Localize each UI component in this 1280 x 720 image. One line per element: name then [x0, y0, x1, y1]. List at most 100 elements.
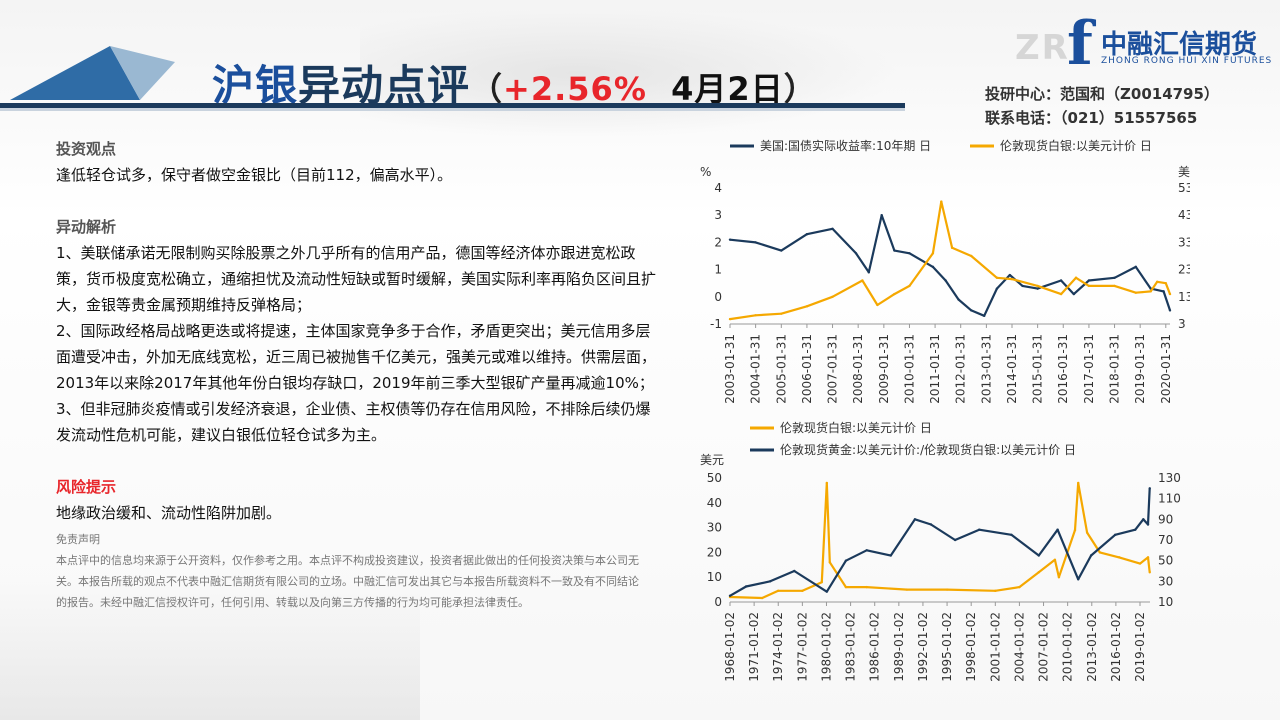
y-left-tick-0--1: -1: [710, 317, 722, 331]
analysis-point-2: 2、国际政经格局战略更迭或将提速，主体国家竞争多于合作，矛盾更突出；美元信用多层…: [56, 322, 657, 392]
y-left-tick-1-0: 0: [714, 595, 722, 609]
data-point-0-1-4: [831, 295, 834, 298]
data-point-1-0-1: [760, 596, 764, 600]
data-point-1-1-19: [1142, 518, 1145, 521]
y-right-tick-1-10: 10: [1158, 595, 1173, 609]
y-left-unit-0: %: [700, 165, 711, 179]
data-point-1-0-20: [1118, 556, 1121, 559]
data-point-0-1-19: [1113, 284, 1116, 288]
data-point-1-0-7: [844, 585, 848, 589]
x-tick-label-1-1989-01-02: 1989-01-02: [892, 612, 906, 682]
x-tick-label-1-1971-01-02: 1971-01-02: [747, 612, 761, 682]
x-tick-label-1-1992-01-02: 1992-01-02: [916, 612, 930, 682]
data-point-0-0-14: [983, 314, 986, 318]
title-topic: 异动点评: [298, 61, 471, 110]
x-tick-label-0-2010-01-31: 2010-01-31: [902, 334, 916, 404]
data-point-1-0-13: [1037, 571, 1041, 574]
y-left-tick-0-2: 2: [714, 235, 722, 249]
data-point-0-1-6: [876, 303, 879, 307]
data-point-1-0-19: [1098, 551, 1102, 554]
data-point-0-1-8: [908, 284, 911, 288]
world-map-watermark: [360, 8, 900, 138]
data-point-0-0-9: [908, 252, 911, 255]
data-point-1-0-9: [905, 588, 909, 591]
y-left-tick-1-30: 30: [707, 521, 722, 535]
y-left-tick-1-20: 20: [707, 545, 722, 559]
data-point-0-0-11: [944, 279, 947, 282]
logo-company-name-en: ZHONG RONG HUI XIN FUTURES: [1101, 56, 1273, 66]
x-tick-label-1-1986-01-02: 1986-01-02: [868, 612, 882, 682]
data-point-1-1-11: [978, 528, 981, 531]
x-tick-label-0-2016-01-31: 2016-01-31: [1056, 334, 1070, 404]
y-right-tick-0-33: 33: [1178, 235, 1190, 249]
data-point-1-1-12: [1010, 533, 1013, 537]
data-point-1-0-6: [828, 561, 832, 564]
data-point-1-0-11: [994, 589, 997, 593]
data-point-1-1-15: [1077, 578, 1080, 581]
data-point-0-0-13: [970, 309, 973, 312]
x-tick-label-0-2015-01-31: 2015-01-31: [1031, 334, 1045, 404]
data-point-1-0-8: [865, 585, 868, 589]
y-left-tick-1-40: 40: [707, 496, 722, 510]
phone-contact: 联系电话：（021）51557565: [985, 109, 1198, 127]
data-point-1-0-16: [1073, 528, 1077, 532]
analysis-heading: 异动解析: [56, 218, 117, 236]
data-point-0-0-2: [780, 249, 783, 252]
x-tick-label-1-2016-01-02: 2016-01-02: [1109, 612, 1123, 682]
data-point-0-1-16: [1059, 292, 1063, 296]
x-tick-label-0-2008-01-31: 2008-01-31: [851, 334, 865, 404]
x-tick-label-0-2020-01-31: 2020-01-31: [1159, 334, 1173, 404]
series-line-1-0: [729, 481, 1151, 600]
page-title: 沪银异动点评（+2.56% 4月2日）: [212, 52, 817, 113]
data-point-0-1-13: [995, 276, 999, 279]
disclaimer-heading: 免责声明: [56, 533, 100, 546]
logo-company-name: 中融汇信期货: [1101, 30, 1258, 60]
header-divider: [0, 103, 905, 108]
data-point-1-1-16: [1089, 554, 1093, 557]
x-tick-label-1-1983-01-02: 1983-01-02: [844, 612, 858, 682]
title-paren-open: （: [470, 70, 504, 108]
y-right-tick-1-70: 70: [1158, 533, 1173, 547]
analysis-point-1: 1、美联储承诺无限制购买除股票之外几乎所有的信用产品，德国等经济体亦跟进宽松政策…: [56, 244, 657, 314]
data-point-1-1-14: [1056, 528, 1059, 531]
data-point-1-0-4: [820, 580, 823, 584]
x-tick-label-0-2004-01-31: 2004-01-31: [749, 334, 763, 404]
view-heading: 投资观点: [56, 140, 117, 158]
triangle-dark: [10, 46, 140, 100]
title-paren-close: ）: [783, 70, 817, 108]
data-point-0-1-0: [728, 317, 732, 321]
title-date: 4月2日: [647, 70, 784, 108]
data-point-0-1-15: [1036, 284, 1039, 288]
x-tick-label-0-2013-01-31: 2013-01-31: [979, 334, 993, 404]
data-point-1-0-10: [945, 588, 949, 591]
x-tick-label-0-2006-01-31: 2006-01-31: [800, 334, 814, 404]
data-point-0-0-5: [854, 252, 858, 255]
x-tick-label-1-1995-01-02: 1995-01-02: [940, 612, 954, 682]
y-left-tick-0-4: 4: [714, 181, 722, 195]
y-right-tick-1-130: 130: [1158, 471, 1181, 485]
data-point-1-1-20: [1146, 523, 1150, 526]
contact-block: 投研中心：范国和（Z0014795） 联系电话：（021）51557565: [985, 82, 1219, 130]
x-tick-label-1-2004-01-02: 2004-01-02: [1012, 612, 1026, 682]
city-skyline-watermark: [0, 580, 420, 720]
triangle-light: [110, 46, 175, 100]
data-point-0-0-10: [931, 265, 935, 269]
y-left-tick-0-3: 3: [714, 208, 722, 222]
y-left-unit-1: 美元: [700, 453, 724, 467]
y-right-tick-1-50: 50: [1158, 554, 1173, 568]
legend-label-0-1: 伦敦现货白银:以美元计价 日: [1000, 138, 1152, 153]
data-point-0-1-3: [805, 305, 809, 308]
y-left-tick-1-10: 10: [707, 570, 722, 584]
commentary-panel: 投资观点 逢低轻仓试多，保守者做空金银比（目前112，偏高水平）。 异动解析 1…: [56, 136, 656, 613]
x-tick-label-0-2009-01-31: 2009-01-31: [877, 334, 891, 404]
data-point-1-1-3: [793, 569, 796, 573]
data-point-0-0-18: [1036, 287, 1039, 290]
data-point-1-0-14: [1053, 558, 1057, 562]
title-change-pct: +2.56%: [503, 70, 647, 108]
title-instrument: 沪银: [212, 61, 299, 110]
y-right-tick-1-110: 110: [1158, 492, 1181, 506]
header-triangle-logo: [10, 46, 175, 100]
data-point-0-0-17: [1021, 284, 1024, 288]
data-point-0-0-8: [893, 249, 896, 252]
analysis-point-3: 3、但非冠肺炎疫情或引发经济衰退，企业债、主权债等仍存在信用风险，不排除后续仍爆…: [56, 400, 651, 444]
